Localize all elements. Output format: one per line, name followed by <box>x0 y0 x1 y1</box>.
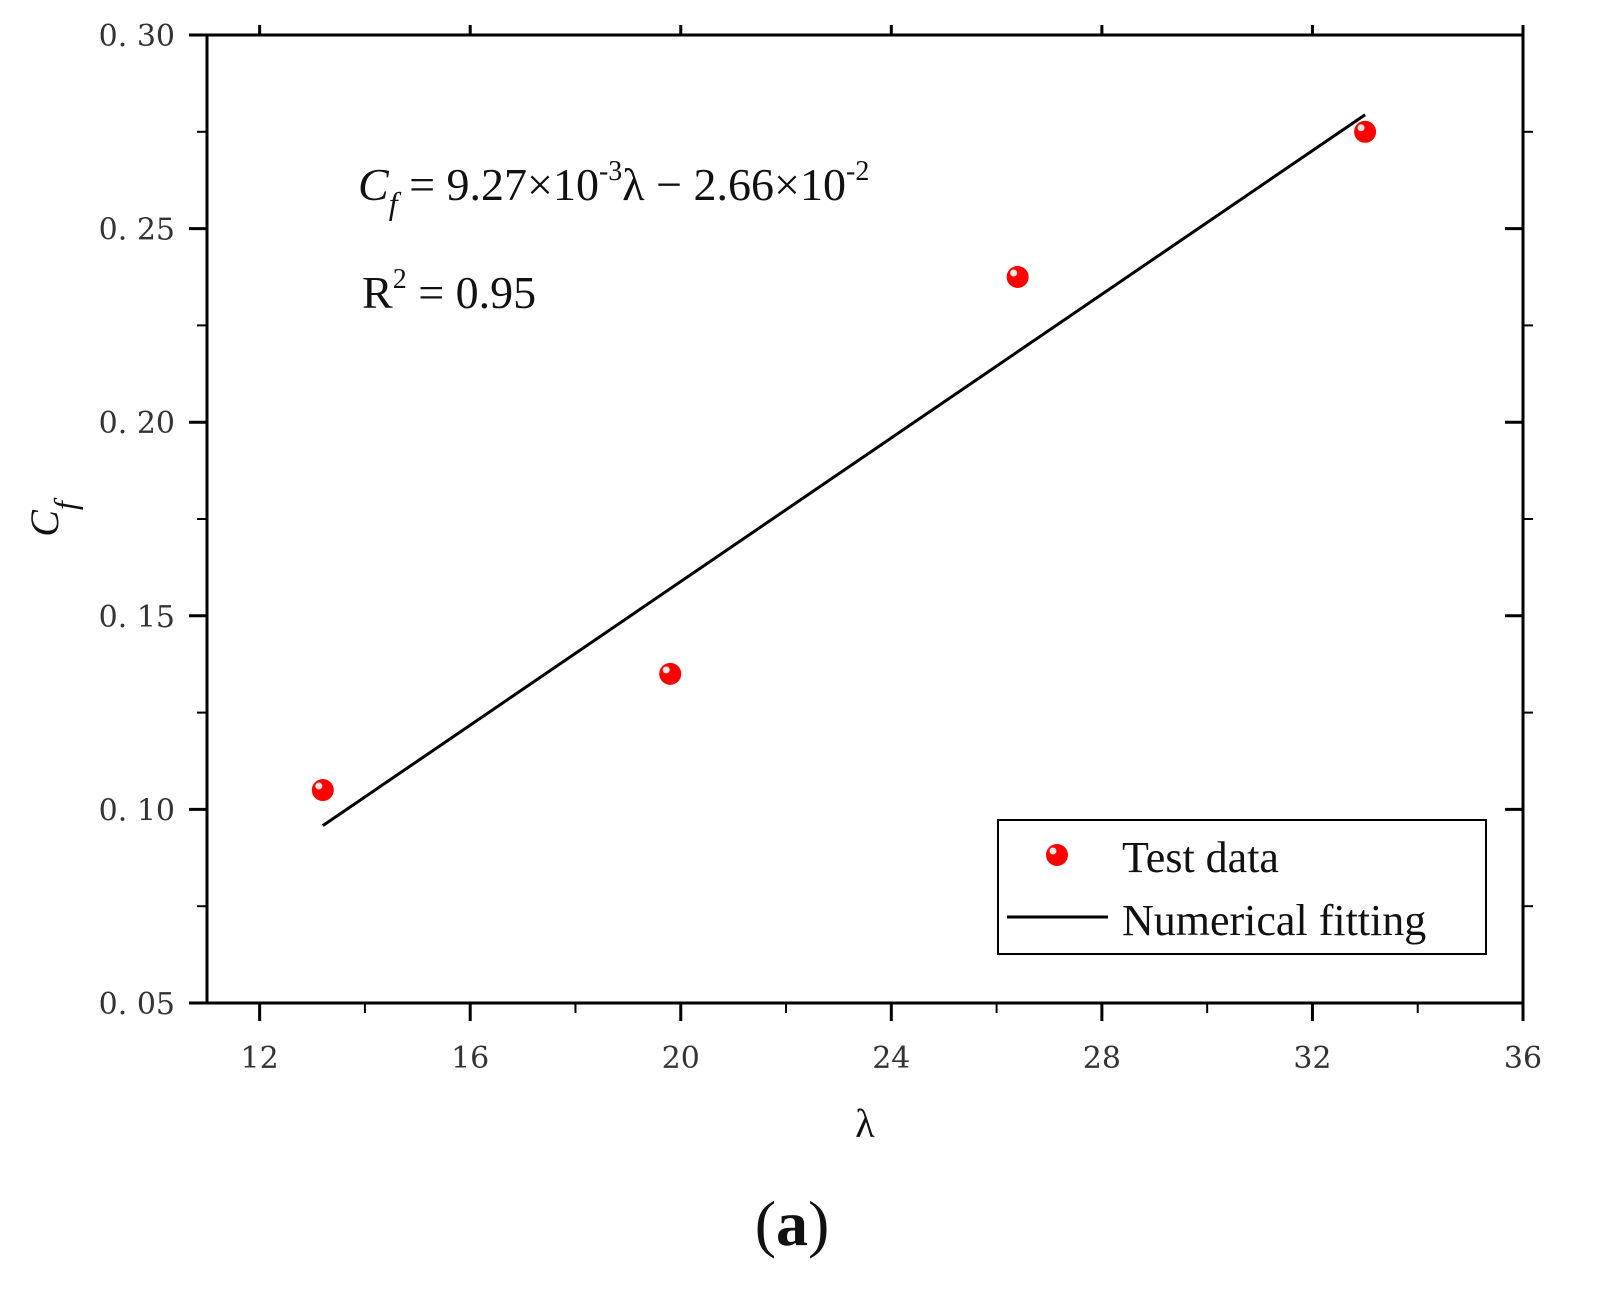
y-tick-label: 0. 15 <box>99 600 175 635</box>
x-tick-label: 24 <box>872 1041 910 1076</box>
x-tick-label: 20 <box>662 1041 700 1076</box>
legend-marker-test-data <box>1046 844 1068 866</box>
legend-box <box>997 819 1487 955</box>
data-point <box>659 662 682 685</box>
data-point <box>311 779 334 802</box>
legend-marker-highlight <box>1049 847 1057 855</box>
data-point <box>1006 266 1029 288</box>
y-tick-label: 0. 30 <box>99 19 175 54</box>
data-point-highlight <box>1357 124 1365 132</box>
figure-caption: (a) <box>755 1188 830 1259</box>
y-axis-title: Cf <box>22 497 83 537</box>
x-tick-labels: 12 16 20 24 28 32 36 <box>241 1041 1543 1076</box>
r-squared-annotation: R2 = 0.95 <box>362 264 536 318</box>
legend-label-numerical-fitting: Numerical fitting <box>1122 896 1426 945</box>
y-tick-label: 0. 20 <box>99 406 175 441</box>
x-tick-label: 32 <box>1293 1041 1331 1076</box>
y-tick-label: 0. 05 <box>99 987 175 1022</box>
x-tick-label: 28 <box>1083 1041 1121 1076</box>
equation-annotation: Cf = 9.27×10-3λ − 2.66×10-2 <box>358 156 869 221</box>
x-tick-label: 12 <box>241 1041 279 1076</box>
fit-line <box>321 113 1366 827</box>
legend-label-test-data: Test data <box>1122 833 1279 882</box>
y-tick-label: 0. 10 <box>99 793 175 828</box>
x-tick-label: 16 <box>451 1041 489 1076</box>
fit-line-series <box>321 113 1366 827</box>
test-data-series <box>311 120 1377 802</box>
data-point-highlight <box>1010 269 1018 277</box>
axis-ticks <box>189 25 1533 1021</box>
legend: Test data Numerical fitting <box>997 819 1487 955</box>
data-point <box>1354 120 1377 143</box>
data-point-highlight <box>662 666 670 674</box>
data-point-highlight <box>315 782 323 790</box>
x-axis-title: λ <box>855 1101 875 1146</box>
x-tick-label: 36 <box>1504 1041 1542 1076</box>
y-tick-label: 0. 25 <box>99 213 175 248</box>
y-tick-labels: 0. 05 0. 10 0. 15 0. 20 0. 25 0. 30 <box>99 19 175 1022</box>
